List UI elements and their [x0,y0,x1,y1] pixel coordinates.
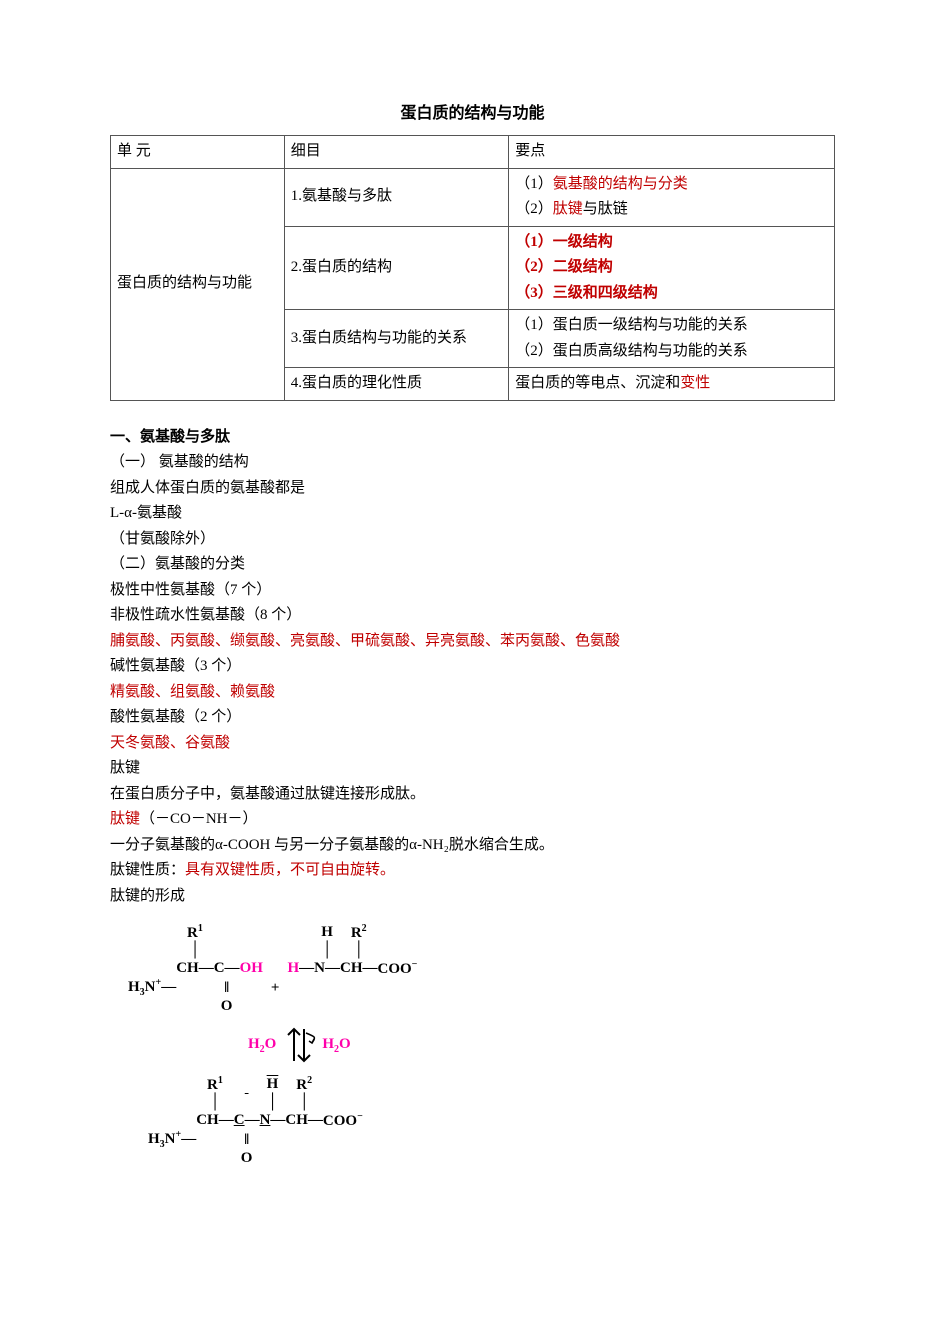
text-line: 肽键性质：具有双键性质，不可自由旋转。 [110,858,835,884]
equilibrium-arrow-icon [282,1023,316,1067]
text-line: 肽键（－CO－NH－） [110,807,835,833]
peptide-reaction-diagram: H3N+— R1 │ CH— C— ‖ O OH + [128,923,835,1167]
text-line: （甘氨酸除外） [110,527,835,553]
dipeptide: R2 │ CH— [285,1075,323,1167]
key-red: 氨基酸的结构与分类 [553,176,688,192]
key-red: （1）一级结构 [515,234,613,250]
unit-cell: 蛋白质的结构与功能 [111,168,285,400]
text-line-red: 脯氨酸、丙氨酸、缬氨酸、亮氨酸、甲硫氨酸、异亮氨酸、苯丙氨酸、色氨酸 [110,629,835,655]
text-line-red: 天冬氨酸、谷氨酸 [110,731,835,757]
item-cell: 1.氨基酸与多肽 [284,168,508,226]
item-cell: 3.蛋白质结构与功能的关系 [284,310,508,368]
amino-acid-2: H │ N— [314,923,340,1015]
product-row: H3N+— R1 │ CH— C— ‖ O H │ N— R2 │ [148,1075,835,1167]
table-header-row: 单 元 细目 要点 [111,136,835,169]
key-red: （3）三级和四级结构 [515,285,658,301]
key-prefix: （2）蛋白质高级结构与功能的关系 [515,343,748,359]
text-line: 碱性氨基酸（3 个） [110,654,835,680]
inline-red: 具有双键性质，不可自由旋转。 [185,862,395,878]
text-line: L-α-氨基酸 [110,501,835,527]
inline-red: 肽键 [110,811,140,827]
body-content: 一、氨基酸与多肽 （一） 氨基酸的结构 组成人体蛋白质的氨基酸都是 L-α-氨基… [110,425,835,910]
leaving-oh: OH [240,923,263,1015]
text-line: 肽键的形成 [110,884,835,910]
text-line: 非极性疏水性氨基酸（8 个） [110,603,835,629]
item-cell: 4.蛋白质的理化性质 [284,368,508,401]
key-prefix: 蛋白质的等电点、沉淀和 [515,375,680,391]
plus-sign: + [263,979,288,1015]
table-row: 蛋白质的结构与功能 1.氨基酸与多肽 （1）氨基酸的结构与分类 （2）肽键与肽链 [111,168,835,226]
amino-acid-1: C— ‖ O [214,923,240,1015]
text-line-red: 精氨酸、组氨酸、赖氨酸 [110,680,835,706]
dipeptide: COO− [323,1075,363,1167]
inline-text: 肽键性质： [110,862,185,878]
dipeptide: H3N+— [148,1111,196,1167]
text-line: 一分子氨基酸的α-COOH 与另一分子氨基酸的α-NH₂脱水缩合生成。 [110,833,835,859]
key-prefix: （2） [515,201,553,217]
heading-1: 一、氨基酸与多肽 [110,425,835,451]
amino-acid-2: COO− [377,923,417,1015]
text-line: 肽键 [110,756,835,782]
text-line: 极性中性氨基酸（7 个） [110,578,835,604]
th-item: 细目 [284,136,508,169]
th-key: 要点 [509,136,835,169]
dipeptide: R1 │ CH— [196,1075,234,1167]
h2o-left-label: H2O [248,1035,276,1056]
amino-acid-2: R2 │ CH— [340,923,378,1015]
inline-text: （－CO－NH－） [140,811,258,827]
key-red: 肽键 [553,201,583,217]
leaving-h: H— [287,923,314,1015]
h2o-right-label: H2O [322,1035,350,1056]
key-prefix: （1）蛋白质一级结构与功能的关系 [515,317,748,333]
key-cell: （1）一级结构 （2）二级结构 （3）三级和四级结构 [509,226,835,310]
key-cell: （1）蛋白质一级结构与功能的关系 （2）蛋白质高级结构与功能的关系 [509,310,835,368]
outline-table: 单 元 细目 要点 蛋白质的结构与功能 1.氨基酸与多肽 （1）氨基酸的结构与分… [110,135,835,401]
equilibrium-arrows: H2O H2O [248,1023,835,1067]
amino-acid-1: H3N+— [128,959,176,1015]
th-unit: 单 元 [111,136,285,169]
page-title: 蛋白质的结构与功能 [110,100,835,127]
subheading: （二）氨基酸的分类 [110,552,835,578]
key-red: （2）二级结构 [515,259,613,275]
subheading: （一） 氨基酸的结构 [110,450,835,476]
amino-acid-1: R1 │ CH— [176,923,214,1015]
key-cell: 蛋白质的等电点、沉淀和变性 [509,368,835,401]
reactants-row: H3N+— R1 │ CH— C— ‖ O OH + [128,923,835,1015]
text-line: 酸性氨基酸（2 个） [110,705,835,731]
text-line: 在蛋白质分子中，氨基酸通过肽键连接形成肽。 [110,782,835,808]
peptide-bond-c: C— ‖ O [234,1075,260,1167]
peptide-bond-n: H │ N— [260,1075,286,1167]
key-suffix: 与肽链 [583,201,628,217]
key-prefix: （1） [515,176,553,192]
key-cell: （1）氨基酸的结构与分类 （2）肽键与肽链 [509,168,835,226]
text-line: 组成人体蛋白质的氨基酸都是 [110,476,835,502]
item-cell: 2.蛋白质的结构 [284,226,508,310]
key-red: 变性 [680,375,710,391]
